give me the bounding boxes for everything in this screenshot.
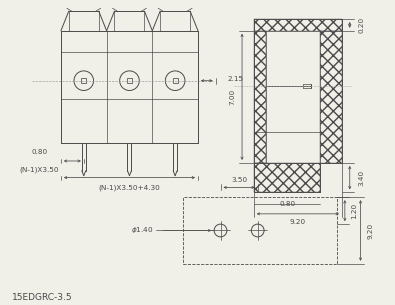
Text: 0.80: 0.80 [279,201,295,207]
Text: 3.40: 3.40 [359,170,365,186]
Text: 3.50: 3.50 [231,177,247,182]
Bar [254,163,320,192]
Bar [183,197,337,264]
Text: 9.20: 9.20 [290,219,306,225]
Bar [173,78,178,83]
Text: $\phi$1.40: $\phi$1.40 [132,225,154,235]
Text: 15EDGRC-3.5: 15EDGRC-3.5 [12,293,73,302]
Bar [320,31,342,163]
Text: 0.20: 0.20 [359,17,365,33]
Bar [254,31,265,163]
Bar [254,19,342,31]
Text: 7.00: 7.00 [229,89,235,105]
Text: 1.20: 1.20 [352,203,357,219]
Bar [81,78,86,83]
Text: (N-1)X3.50+4.30: (N-1)X3.50+4.30 [99,185,160,191]
Text: 0.80: 0.80 [31,149,47,155]
Text: (N-1)X3.50: (N-1)X3.50 [20,167,59,173]
Bar [127,78,132,83]
Text: 2.15: 2.15 [228,76,243,82]
Text: 9.20: 9.20 [367,222,373,239]
